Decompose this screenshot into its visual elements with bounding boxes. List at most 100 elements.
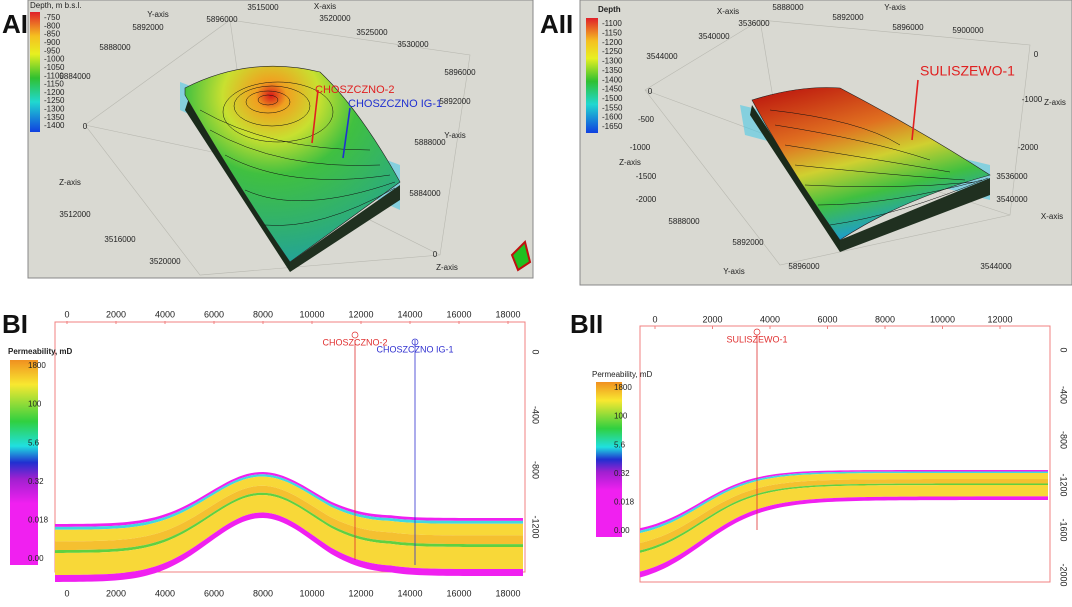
legend-colorbar [10,360,38,565]
axis-text: 5888000 [414,138,446,147]
axis-text: 5892000 [439,97,471,106]
axis-text: -2000 [1018,143,1039,152]
x-tick-label: 16000 [446,588,471,598]
legend-label: -800 [44,21,61,30]
axis-text: -2000 [636,195,657,204]
legend-label: -1250 [602,47,623,56]
axis-text: 5892000 [732,238,764,247]
x-tick-label: 6000 [204,588,224,598]
model-surface [751,87,991,241]
panel-label: AI [2,9,28,39]
y-tick-label: -400 [1059,386,1069,404]
axis-text: 5884000 [59,72,91,81]
x-tick-label: 12000 [987,314,1012,324]
axis-text: 3536000 [738,19,770,28]
axis-text: 0 [83,122,88,131]
model-side [290,185,400,272]
well-name: SULISZEWO-1 [920,63,1015,79]
x-tick-label: 8000 [253,588,273,598]
layer-band [55,472,523,527]
axis-text: 5892000 [832,13,864,22]
layer-band [640,496,1048,578]
x-tick-label: 2000 [106,588,126,598]
layer-band [55,485,523,551]
layer-band [640,485,1048,572]
legend-label: -1200 [602,38,623,47]
layer-band [640,473,1048,543]
x-tick-label: 18000 [495,309,520,319]
legend-title: Permeability, mD [8,347,73,356]
x-tick-label: 16000 [446,309,471,319]
legend-label: 0.018 [28,516,49,525]
axis-text: -1500 [636,172,657,181]
axis-text: -500 [638,115,655,124]
y-tick-label: -400 [531,406,541,424]
axis-text: 3516000 [104,235,136,244]
legend-label: 0.32 [614,469,630,478]
axis-text: 3520000 [319,14,351,23]
axis-text: 5888000 [772,3,804,12]
model-surface [184,65,401,263]
axis-text: 5884000 [409,189,441,198]
legend-label: -1300 [44,104,65,113]
legend-label: -1000 [44,55,65,64]
panel-label: BII [570,309,603,339]
y-tick-label: -800 [1059,431,1069,449]
x-tick-label: 4000 [155,309,175,319]
x-tick-label: 2000 [702,314,722,324]
legend-label: -1150 [44,80,64,89]
panel-frame [27,0,534,279]
layer-band [640,483,1048,553]
contour-lines [199,81,396,226]
axis-text: X-axis [314,2,336,11]
layer-band [55,476,523,542]
axis-text: Y-axis [147,10,169,19]
axis-text: 3525000 [356,28,388,37]
legend-title: Depth, m b.s.l. [30,1,82,10]
axis-text: 5896000 [206,15,238,24]
x-tick-label: 10000 [930,314,955,324]
axis-text: Y-axis [723,267,745,276]
x-tick-label: 0 [64,309,69,319]
well-name: CHOSZCZNO-2 [315,84,394,96]
well-name: CHOSZCZNO IG-1 [348,98,442,110]
model-side [750,105,840,252]
legend-label: 0.018 [614,498,635,507]
well-head [753,328,761,336]
axis-text: 0 [1034,50,1039,59]
x-tick-label: 18000 [495,588,520,598]
y-tick-label: -1200 [531,515,541,538]
x-tick-label: 10000 [299,588,324,598]
legend-label: 100 [28,400,42,409]
x-tick-label: 6000 [204,309,224,319]
legend-label: -750 [44,13,61,22]
axis-text: 3540000 [996,195,1028,204]
x-tick-label: 0 [652,314,657,324]
layer-band [55,495,523,576]
legend-label: -1650 [602,122,623,131]
legend-label: -1350 [602,66,623,75]
legend-colorbar [586,18,598,133]
legend-label: -1050 [44,63,65,72]
model-side [840,178,990,252]
legend-label: -1300 [602,57,623,66]
y-tick-label: 0 [531,349,541,354]
axis-text: Z-axis [59,178,81,187]
section-frame [639,325,1051,583]
legend-colorbar [596,382,622,537]
panel-label: BI [2,309,28,339]
legend-label: -1400 [44,121,65,130]
axis-text: 5888000 [99,43,131,52]
layer-band [640,479,1048,551]
legend-label: -1500 [602,94,623,103]
legend-label: -1200 [44,88,65,97]
x-tick-label: 14000 [397,588,422,598]
legend-label: 0.00 [28,554,44,563]
legend-label: 5.6 [28,438,40,447]
legend-label: -1550 [602,103,623,112]
legend-title: Permeability, mD [592,370,653,379]
y-tick-label: -1200 [1059,473,1069,496]
axis-text: X-axis [1041,212,1063,221]
axis-text: Y-axis [444,131,466,140]
